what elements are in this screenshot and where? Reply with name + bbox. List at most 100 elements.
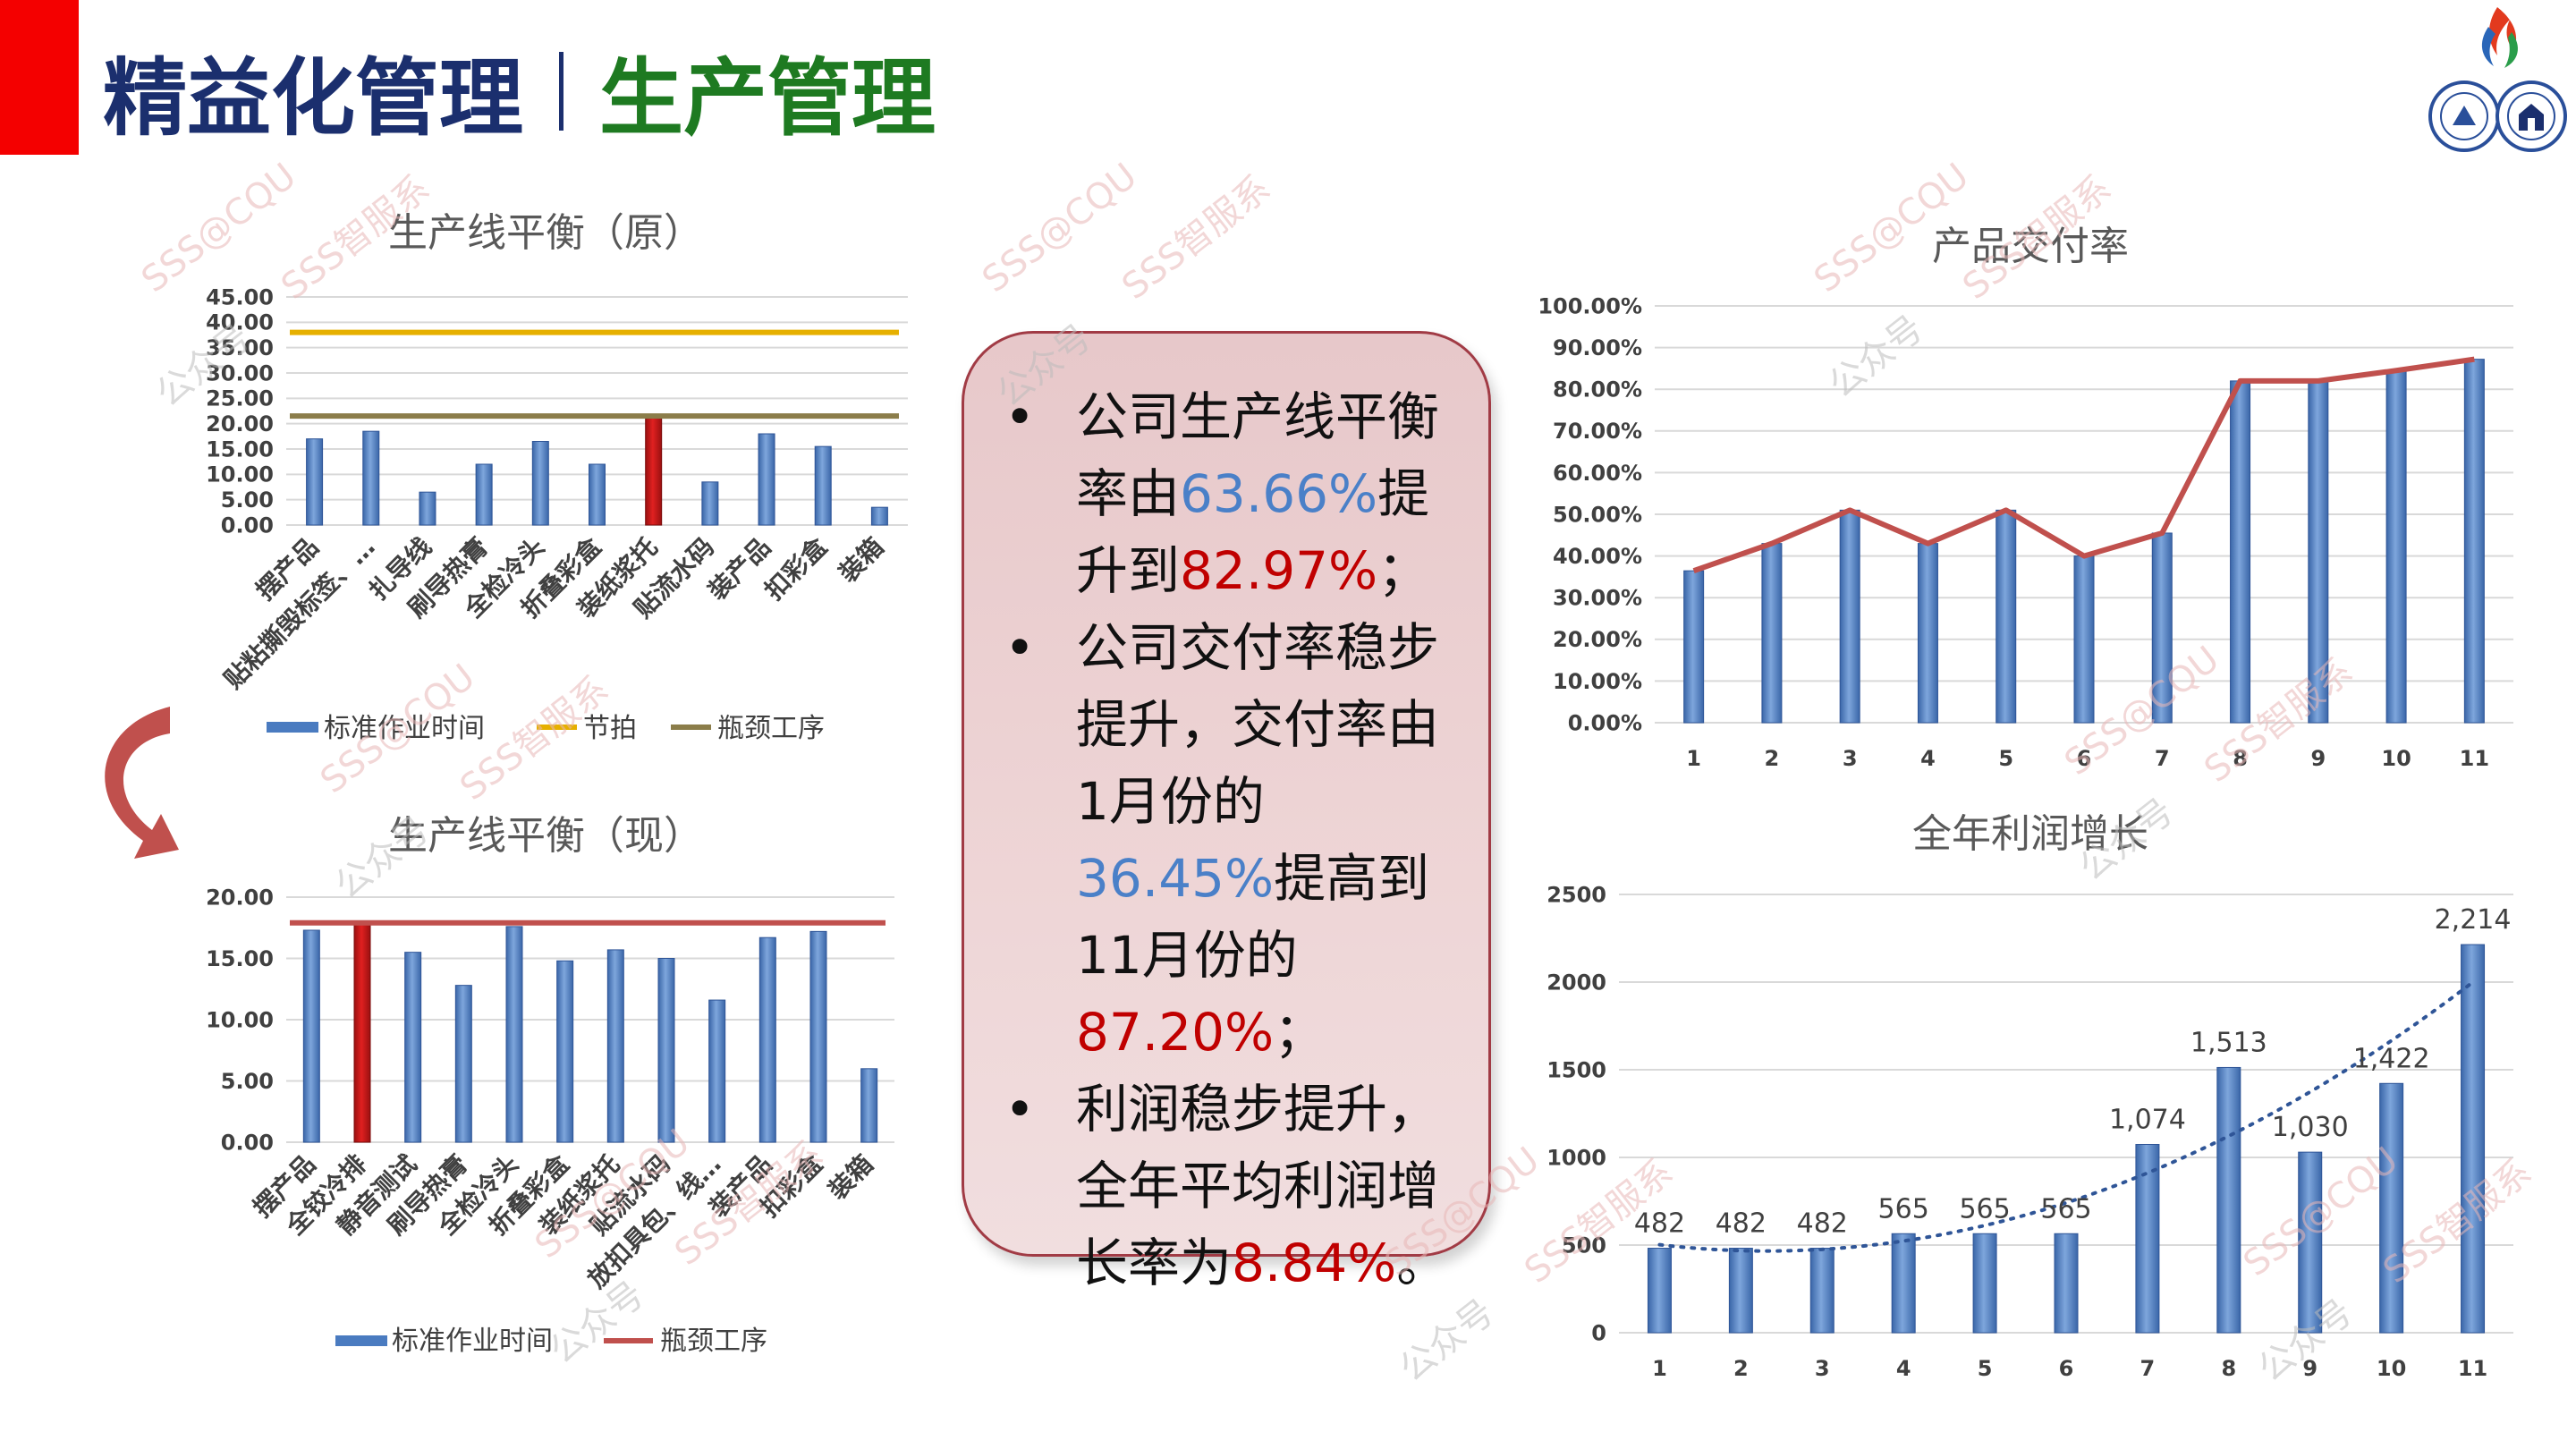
legend-label: 瓶颈工序 xyxy=(660,1326,767,1357)
bar xyxy=(870,506,888,526)
y-tick-label: 35.00 xyxy=(206,335,274,360)
bar xyxy=(2463,359,2485,724)
watermark: SSS智服系 xyxy=(1114,167,1279,309)
bar xyxy=(419,491,436,526)
bar xyxy=(606,949,624,1143)
x-tick-label: 7 xyxy=(2140,1356,2156,1381)
bar xyxy=(1728,1248,1753,1334)
bar xyxy=(708,999,726,1143)
bar xyxy=(1647,1248,1672,1334)
y-tick-label: 0.00 xyxy=(221,1130,274,1155)
x-tick-label: 11 xyxy=(2458,1356,2487,1381)
y-tick-label: 60.00% xyxy=(1553,461,1642,486)
legend-swatch-bar xyxy=(335,1335,387,1346)
y-tick-label: 1500 xyxy=(1546,1057,1606,1082)
bar xyxy=(556,960,574,1143)
bar xyxy=(1683,570,1705,724)
curved-arrow xyxy=(105,707,179,859)
x-tick-label: 6 xyxy=(2059,1356,2074,1381)
summary-bullet: 公司生产线平衡率由63.66%提升到82.97%； xyxy=(1004,378,1462,609)
y-tick-label: 40.00 xyxy=(206,310,274,335)
chart-legend: 标准作业时间 瓶颈工序 xyxy=(335,1326,767,1357)
data-label: 1,030 xyxy=(2272,1112,2349,1143)
x-tick-label: 2 xyxy=(1733,1356,1749,1381)
delivery-rate-chart: 产品交付率 100.00%90.00%80.00%70.00%60.00%50.… xyxy=(1538,224,2513,771)
x-tick-label: 装产品 xyxy=(702,532,776,606)
x-tick-label: 10 xyxy=(2381,746,2411,771)
bar xyxy=(1917,543,1938,724)
chart-title: 生产线平衡（现） xyxy=(388,813,703,859)
legend-label: 标准作业时间 xyxy=(392,1326,553,1357)
y-tick-label: 50.00% xyxy=(1553,502,1642,527)
balance-after-chart: 生产线平衡（现） 20.0015.0010.005.000.00摆产品全铰冷排静… xyxy=(206,813,894,1357)
bar xyxy=(2216,1066,2241,1334)
x-tick-label: 1 xyxy=(1652,1356,1667,1381)
x-tick-label: 3 xyxy=(1815,1356,1830,1381)
data-label: 1,422 xyxy=(2353,1043,2430,1074)
bar xyxy=(1761,543,1783,724)
data-label: 482 xyxy=(1797,1208,1848,1240)
x-tick-label: 扣彩盒 xyxy=(758,531,833,606)
y-tick-label: 80.00% xyxy=(1553,377,1642,402)
bar xyxy=(2135,1143,2160,1334)
bar xyxy=(353,922,371,1143)
bar xyxy=(2461,944,2486,1334)
bar xyxy=(589,463,606,526)
y-tick-label: 500 xyxy=(1562,1233,1606,1258)
bar xyxy=(758,936,776,1143)
bar xyxy=(306,438,324,526)
x-tick-label: 7 xyxy=(2155,746,2170,771)
y-tick-label: 15.00 xyxy=(206,436,274,462)
chart-title: 全年利润增长 xyxy=(1912,811,2148,857)
bar xyxy=(758,433,775,526)
series-line xyxy=(1692,356,2475,573)
title-left: 精益化管理 xyxy=(103,50,524,148)
y-tick-label: 30.00% xyxy=(1553,586,1642,611)
highlight-value: 87.20% xyxy=(1076,1002,1275,1063)
x-tick-label: 6 xyxy=(2077,746,2092,771)
x-tick-label: 装箱 xyxy=(823,1149,879,1206)
bar xyxy=(657,958,675,1143)
x-tick-label: 5 xyxy=(1978,1356,1993,1381)
header-accent-bar xyxy=(0,0,79,155)
x-tick-label: 3 xyxy=(1843,746,1858,771)
x-tick-label: 4 xyxy=(1920,746,1936,771)
bar xyxy=(362,430,380,526)
y-tick-label: 10.00 xyxy=(206,462,274,487)
legend-label: 标准作业时间 xyxy=(324,713,485,744)
bar xyxy=(475,463,493,526)
bar xyxy=(1891,1233,1916,1334)
highlight-value: 36.45% xyxy=(1076,848,1275,909)
bar xyxy=(2151,532,2173,724)
x-tick-label: 装箱 xyxy=(833,532,889,589)
x-tick-label: 10 xyxy=(2377,1356,2406,1381)
bar xyxy=(1839,509,1860,724)
y-tick-label: 1000 xyxy=(1546,1145,1606,1170)
x-tick-label: 2 xyxy=(1765,746,1780,771)
y-tick-label: 10.00% xyxy=(1553,669,1642,694)
y-tick-label: 20.00% xyxy=(1553,627,1642,652)
legend-swatch-bar xyxy=(267,722,318,733)
bar xyxy=(2385,369,2407,724)
data-label: 1,074 xyxy=(2109,1104,2186,1135)
page-title: 精益化管理 生产管理 xyxy=(103,38,936,148)
summary-bullet: 利润稳步提升，全年平均利润增长率为8.84%。 xyxy=(1004,1071,1462,1301)
bar xyxy=(2073,555,2095,724)
bar xyxy=(1972,1233,1997,1334)
data-label: 482 xyxy=(1716,1208,1767,1240)
bar xyxy=(2379,1082,2404,1334)
y-tick-label: 0.00% xyxy=(1568,710,1642,735)
y-tick-label: 5.00 xyxy=(221,487,274,513)
university-logo xyxy=(2428,7,2567,152)
y-tick-label: 15.00 xyxy=(206,946,274,971)
bar xyxy=(404,952,422,1143)
highlight-value: 8.84% xyxy=(1232,1233,1397,1293)
bar xyxy=(505,926,523,1143)
bar xyxy=(701,481,719,526)
y-tick-label: 40.00% xyxy=(1553,544,1642,569)
bar xyxy=(1996,509,2017,724)
data-label: 1,513 xyxy=(2190,1027,2267,1058)
bar xyxy=(809,930,827,1143)
highlight-value: 63.66% xyxy=(1180,463,1378,524)
